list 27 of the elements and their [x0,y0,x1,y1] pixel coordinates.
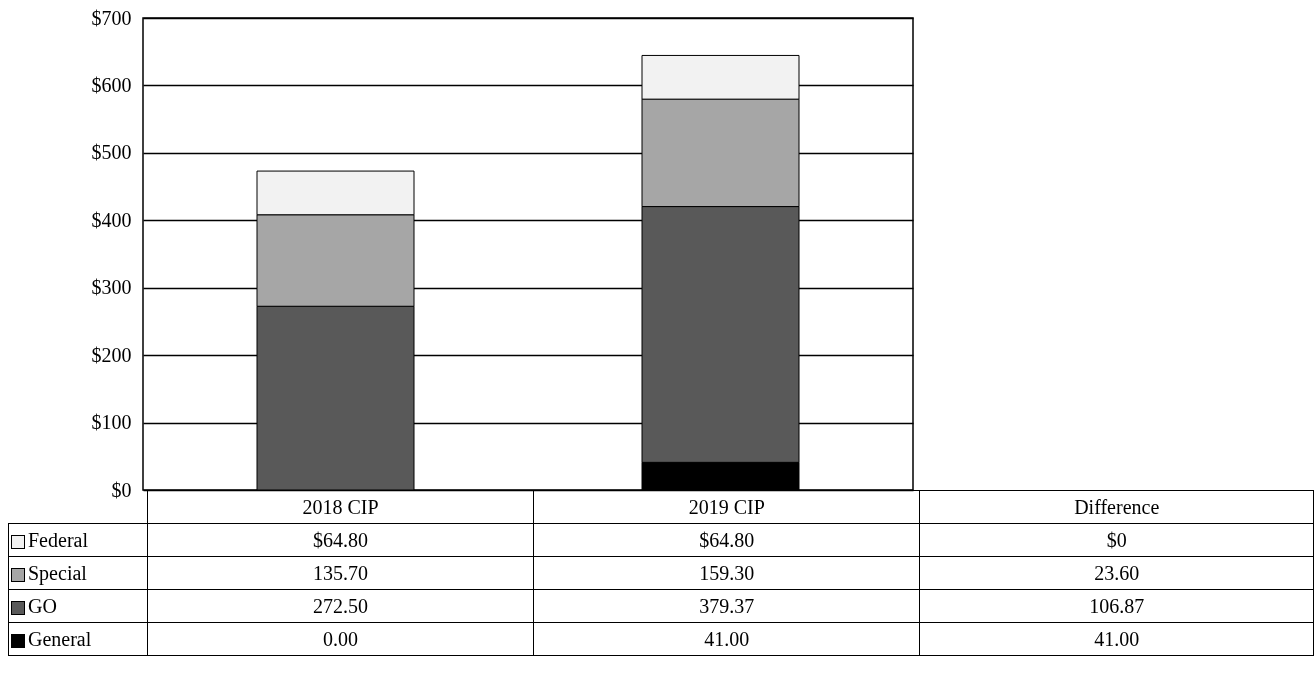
y-tick-label: $400 [91,208,132,231]
y-tick-label: $300 [91,276,132,299]
y-tick-label: $600 [91,73,132,96]
text: 41.00 [919,622,1314,656]
text: $0 [919,523,1314,557]
y-tick-label: $0 [111,478,132,501]
text: 23.60 [919,556,1314,590]
y-tick-label: $700 [91,6,132,29]
data-label: 41.00 [533,622,920,656]
data-label: $64.80 [147,523,534,557]
y-tick-label: $200 [91,343,132,366]
legend-label: Federal [8,523,148,557]
x-tick-label: 2019 CIP [533,490,920,524]
data-label: 135.70 [147,556,534,590]
data-label: 379.37 [533,589,920,623]
data-label: 272.50 [147,589,534,623]
y-tick-label: $500 [91,141,132,164]
legend-label: GO [8,589,148,623]
x-tick-label: 2018 CIP [147,490,534,524]
text: 106.87 [919,589,1314,623]
data-label: 0.00 [147,622,534,656]
legend-label: Special [8,556,148,590]
data-label: 159.30 [533,556,920,590]
text: Difference [919,490,1314,524]
legend-label: General [8,622,148,656]
data-label: $64.80 [533,523,920,557]
y-tick-label: $100 [91,411,132,434]
